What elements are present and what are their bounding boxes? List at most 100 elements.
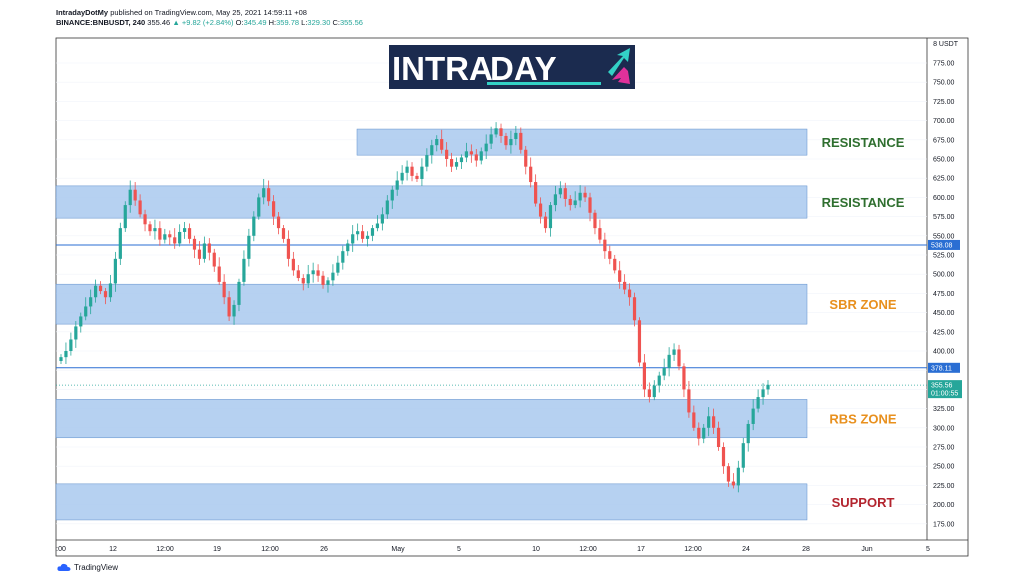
candle-body: [237, 281, 241, 305]
candle-body: [677, 349, 681, 367]
candle-body: [356, 231, 360, 235]
tradingview-cloud-icon: [57, 563, 71, 571]
candle-body: [242, 258, 246, 282]
logo-text-day: DAY: [490, 50, 557, 87]
candle-body: [632, 297, 637, 321]
tradingview-footer[interactable]: TradingView: [57, 563, 118, 572]
candle-body: [133, 189, 137, 201]
candle-body: [637, 320, 642, 363]
price-tick-label: 525.00: [933, 253, 955, 260]
level-tag-label: 378.11: [931, 365, 952, 372]
candle-body: [697, 427, 701, 439]
candle-body: [267, 188, 271, 202]
level-tag-label: 538.08: [931, 242, 953, 249]
candle-body: [469, 151, 473, 155]
close-value: 355.56: [339, 18, 363, 27]
candle-body: [716, 427, 721, 447]
candle-body: [573, 200, 577, 206]
candle-body: [276, 216, 281, 229]
time-tick-label: 12:00: [579, 546, 597, 553]
candle-body: [464, 151, 469, 158]
candle-body: [84, 306, 88, 317]
candle-body: [608, 251, 612, 259]
candle-body: [489, 134, 493, 144]
candle-body: [420, 166, 424, 179]
price-tick-label: 175.00: [933, 521, 955, 528]
candle-body: [311, 270, 315, 275]
time-tick-label: Jun: [861, 546, 872, 553]
candle-body: [410, 166, 414, 176]
logo-background: [389, 45, 635, 89]
candle-body: [301, 278, 305, 284]
ohlc-line: BINANCE:BNBUSDT, 240 355.46 ▲ +9.82 (+2.…: [56, 18, 363, 28]
price-tick-label: 450.00: [933, 310, 955, 317]
candle-body: [336, 262, 340, 273]
candle-body: [370, 228, 375, 236]
symbol-label[interactable]: BINANCE:BNBUSDT, 240: [56, 18, 146, 27]
candle-body: [558, 188, 562, 195]
candle-body: [494, 128, 498, 135]
candle-body: [454, 162, 459, 167]
candle-body: [108, 283, 113, 298]
candle-body: [94, 285, 98, 298]
high-value: 359.78: [276, 18, 300, 27]
candle-body: [148, 224, 152, 232]
candle-body: [123, 205, 127, 229]
candle-body: [746, 423, 750, 444]
candle-body: [187, 228, 192, 239]
candle-body: [761, 389, 765, 398]
candle-body: [702, 427, 706, 439]
zone-band: [55, 483, 808, 521]
close-label: C:: [332, 18, 340, 27]
candle-body: [647, 389, 651, 398]
author-name[interactable]: IntradayDotMy: [56, 8, 109, 17]
open-value: 345.49: [243, 18, 267, 27]
candle-body: [435, 139, 439, 146]
level-tag: [928, 362, 960, 373]
candle-body: [474, 154, 478, 161]
candle-body: [652, 385, 656, 398]
candle-body: [682, 366, 686, 390]
candle-body: [553, 194, 558, 206]
zone-label: RESISTANCE: [822, 195, 905, 210]
price-tick-label: 750.00: [933, 80, 955, 87]
time-tick-label: 10: [532, 546, 540, 553]
candle-body: [257, 197, 261, 217]
candle-body: [380, 214, 384, 224]
current-price-tag: [928, 380, 962, 399]
candle-body: [375, 223, 380, 229]
time-axis: :00 12 12:00 19 12:00 26 May 5 10 12:00 17 12:00 24 2…: [56, 546, 930, 553]
candle-body: [449, 159, 454, 167]
candle-body: [222, 281, 226, 298]
candle-body: [400, 172, 404, 181]
candle-body: [360, 231, 365, 239]
price-tick-label: 300.00: [933, 425, 955, 432]
candle-body: [692, 412, 696, 428]
candle-body: [667, 354, 671, 368]
intraday-logo: INTRA DAY: [389, 45, 635, 89]
candle-body: [662, 367, 666, 376]
price-tick-label: 550.00: [933, 233, 955, 240]
candle-body: [529, 166, 533, 183]
candle-body: [534, 182, 538, 204]
price-tick-label: 500.00: [933, 272, 955, 279]
time-tick-label: 12:00: [156, 546, 174, 553]
zones: [55, 128, 808, 521]
time-tick-label: 5: [457, 546, 461, 553]
last-price: 355.46: [147, 18, 171, 27]
candle-body: [331, 272, 335, 281]
candle-body: [286, 238, 291, 259]
price-axis: 8 USDT 775.00 750.00 725.00 700.00 675.00 650.…: [933, 41, 959, 528]
candle-body: [346, 243, 350, 252]
candle-body: [103, 291, 108, 298]
candle-body: [445, 149, 449, 159]
candle-body: [726, 466, 731, 482]
candles: [59, 122, 770, 493]
levels: [56, 244, 927, 386]
candle-body: [183, 228, 187, 232]
price-tick-label: 325.00: [933, 406, 955, 413]
candle-body: [252, 216, 256, 236]
zone-band: [356, 128, 808, 156]
